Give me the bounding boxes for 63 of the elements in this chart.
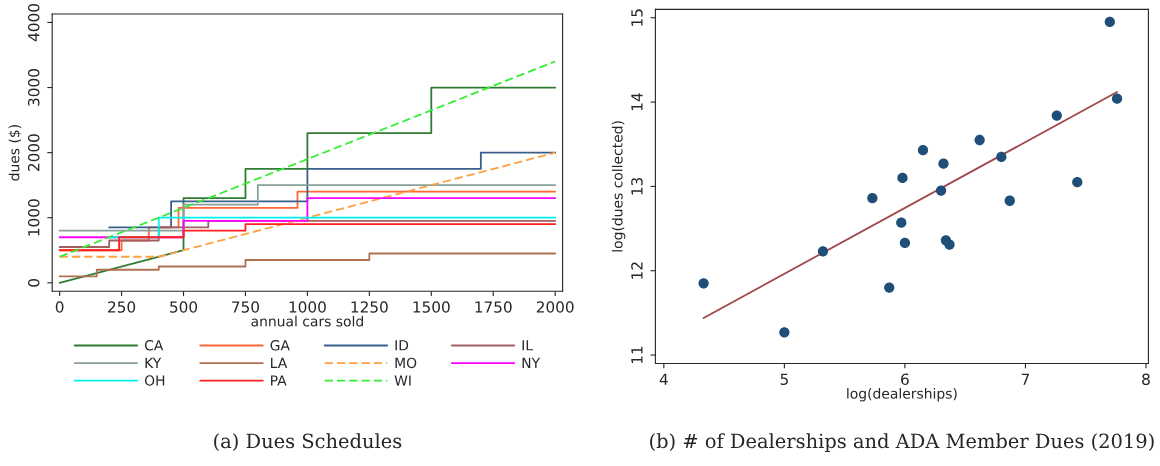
line-series [58,86,557,284]
point [1104,16,1115,28]
legend-label: LA [271,357,288,368]
legend-label: NY [522,357,541,368]
point [974,134,985,146]
y-axis-title: log(dues collected) [611,121,626,252]
y-tick-label: 15 [631,9,643,26]
legend-label: CA [144,340,164,351]
legend-label: PA [271,375,287,386]
x-tick-label: 2000 [536,301,574,313]
legend-label: GA [270,340,290,351]
x-axis-title: annual cars sold [251,315,363,327]
legend-label: MO [395,357,417,369]
point [1051,110,1062,121]
x-tick-label: 250 [108,301,136,313]
legend-label: ID [395,340,409,351]
y-axis-title: dues ($) [8,125,22,181]
text: (a) Dues Schedules [214,433,402,452]
point [817,246,829,257]
y-tick-label: 0 [27,278,40,287]
line-series [58,252,557,278]
point [917,144,929,156]
y-tick-label: 11 [631,346,643,364]
x-tick-label: 1750 [475,301,512,313]
legend-label: WI [394,375,411,386]
y-tick-label: 12 [631,262,643,279]
text: (b) # of Dealerships and ADA Member Dues (2019) [650,433,1154,453]
point [867,193,878,204]
y-tick-label: 1000 [27,199,40,236]
point [1072,177,1083,188]
y-tick-label: 14 [631,93,643,111]
x-tick-label: 750 [232,301,260,313]
x-tick-label: 500 [170,301,198,313]
point [996,151,1007,163]
point [1111,93,1123,104]
point [938,158,949,169]
point [899,237,911,249]
x-tick-label: 1250 [351,301,388,313]
x-tick-label: 8 [1142,373,1150,386]
y-tick-label: 4000 [27,4,40,42]
point [935,185,947,196]
point [884,282,895,293]
x-tick-label: 4 [659,373,668,385]
x-axis-title: log(dealerships) [847,387,957,402]
legend-label: KY [145,357,162,368]
point [698,278,709,289]
point [1004,195,1015,206]
point [897,172,908,184]
x-tick-label: 7 [1021,373,1030,385]
x-tick-label: 1500 [413,301,450,313]
y-tick-label: 2000 [27,134,40,171]
legend-label: OH [144,375,165,386]
y-tick-label: 3000 [27,69,40,106]
x-tick-label: 5 [780,373,788,386]
x-tick-label: 1000 [289,301,326,313]
x-tick-label: 0 [55,301,64,313]
line-series [108,151,557,229]
point [896,217,907,228]
x-tick-label: 6 [901,373,909,386]
point [779,327,790,338]
point [944,239,955,250]
legend-label: IL [522,340,533,351]
y-tick-label: 13 [631,177,643,195]
